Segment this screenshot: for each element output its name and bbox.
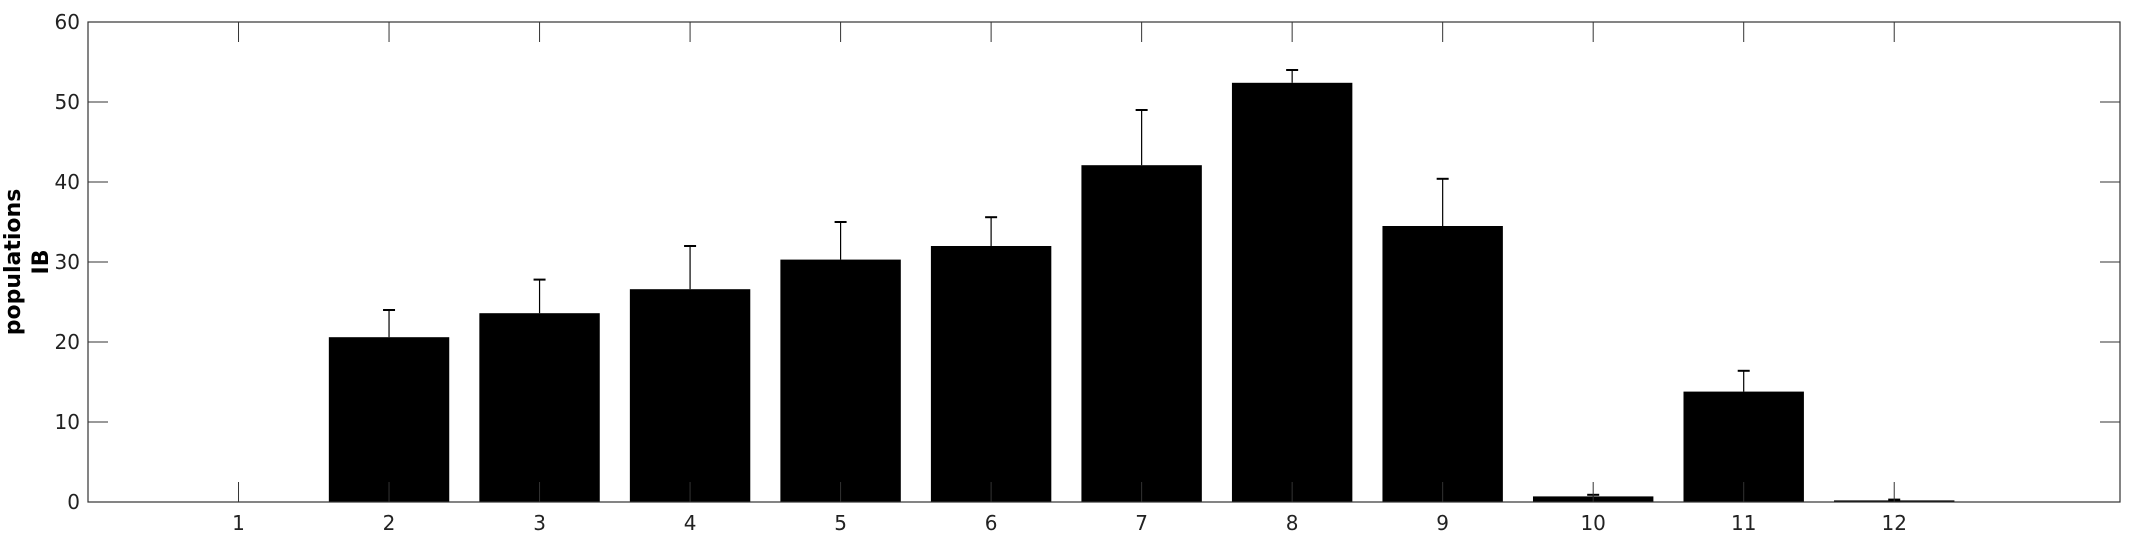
- bar-4: [629, 289, 751, 502]
- x-tick-label-5: 5: [834, 511, 847, 533]
- bar-9: [1382, 226, 1503, 502]
- y-axis-label-line-1: populations: [1, 189, 26, 336]
- y-tick-label-60: 60: [55, 10, 80, 34]
- bars-group: [328, 82, 1955, 503]
- error-bar-9: [1436, 177, 1449, 226]
- y-tick-label-0: 0: [67, 490, 80, 514]
- x-tick-label-8: 8: [1286, 511, 1299, 533]
- bar-8: [1231, 82, 1353, 503]
- error-bar-6: [985, 216, 998, 246]
- y-tick-label-40: 40: [55, 170, 80, 194]
- y-tick-label-20: 20: [55, 330, 80, 354]
- y-tick-label-10: 10: [55, 410, 80, 434]
- x-tick-label-7: 7: [1135, 511, 1148, 533]
- bar-6: [930, 246, 1052, 502]
- x-tick-label-1: 1: [232, 511, 245, 533]
- bar-3: [479, 313, 600, 502]
- y-tick-label-30: 30: [55, 250, 80, 274]
- x-tick-label-12: 12: [1881, 511, 1906, 533]
- x-tick-label-6: 6: [985, 511, 998, 533]
- error-bar-2: [383, 309, 396, 338]
- x-tick-label-9: 9: [1436, 511, 1449, 533]
- bar-2: [328, 337, 450, 502]
- bar-7: [1081, 165, 1202, 502]
- x-tick-label-4: 4: [684, 511, 697, 533]
- y-tick-label-50: 50: [55, 90, 80, 114]
- error-bar-8: [1286, 69, 1299, 83]
- x-tick-label-11: 11: [1731, 511, 1756, 533]
- error-bar-4: [684, 245, 697, 290]
- y-axis-label-line-2: IB: [29, 250, 54, 275]
- error-bar-5: [834, 221, 847, 260]
- x-tick-label-2: 2: [383, 511, 396, 533]
- bar-5: [780, 259, 901, 502]
- error-bar-11: [1737, 369, 1750, 392]
- y-tick-labels: 0 10 20 30 40 50 60: [55, 10, 80, 514]
- x-tick-labels: 1 2 3 4 5 6 7 8 9 10 11 12: [232, 511, 1907, 533]
- error-bar-3: [533, 278, 546, 314]
- ticks-group: [88, 21, 2120, 503]
- x-tick-label-10: 10: [1580, 511, 1605, 533]
- x-tick-label-3: 3: [533, 511, 546, 533]
- error-bars-group: [383, 69, 1901, 501]
- error-bar-7: [1135, 109, 1148, 166]
